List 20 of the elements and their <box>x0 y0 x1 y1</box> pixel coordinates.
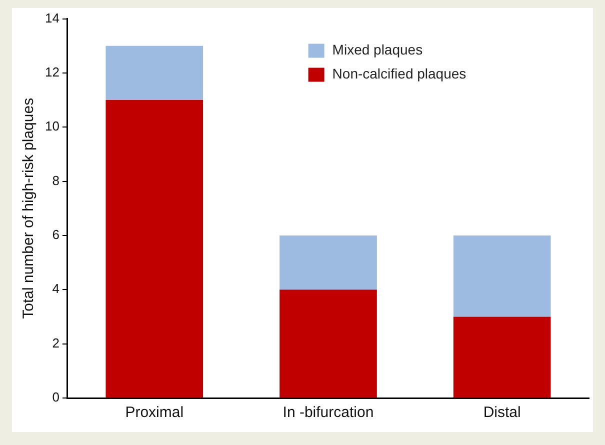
y-tick-label: 8 <box>52 172 60 188</box>
bar <box>280 235 377 290</box>
bar <box>106 100 204 398</box>
x-tick-label: Proximal <box>125 404 184 422</box>
y-tick-label: 6 <box>52 227 60 242</box>
y-axis-title: Total number of high-risk plaques <box>20 98 38 319</box>
bar <box>453 316 551 398</box>
y-tick-label: 2 <box>52 335 60 350</box>
y-tick-label: 10 <box>44 118 60 134</box>
y-tick-label: 14 <box>44 10 60 26</box>
bar <box>280 290 377 398</box>
bar <box>453 235 551 317</box>
y-tick-label: 0 <box>52 390 60 405</box>
x-tick-label: In -bifurcation <box>282 404 374 422</box>
legend-label: Non-calcified plaques <box>332 66 466 82</box>
y-tick-label: 4 <box>52 281 60 296</box>
bar <box>106 46 204 100</box>
x-tick-label: Distal <box>483 404 521 422</box>
legend-label: Mixed plaques <box>332 42 423 58</box>
y-tick-label: 12 <box>44 64 60 80</box>
